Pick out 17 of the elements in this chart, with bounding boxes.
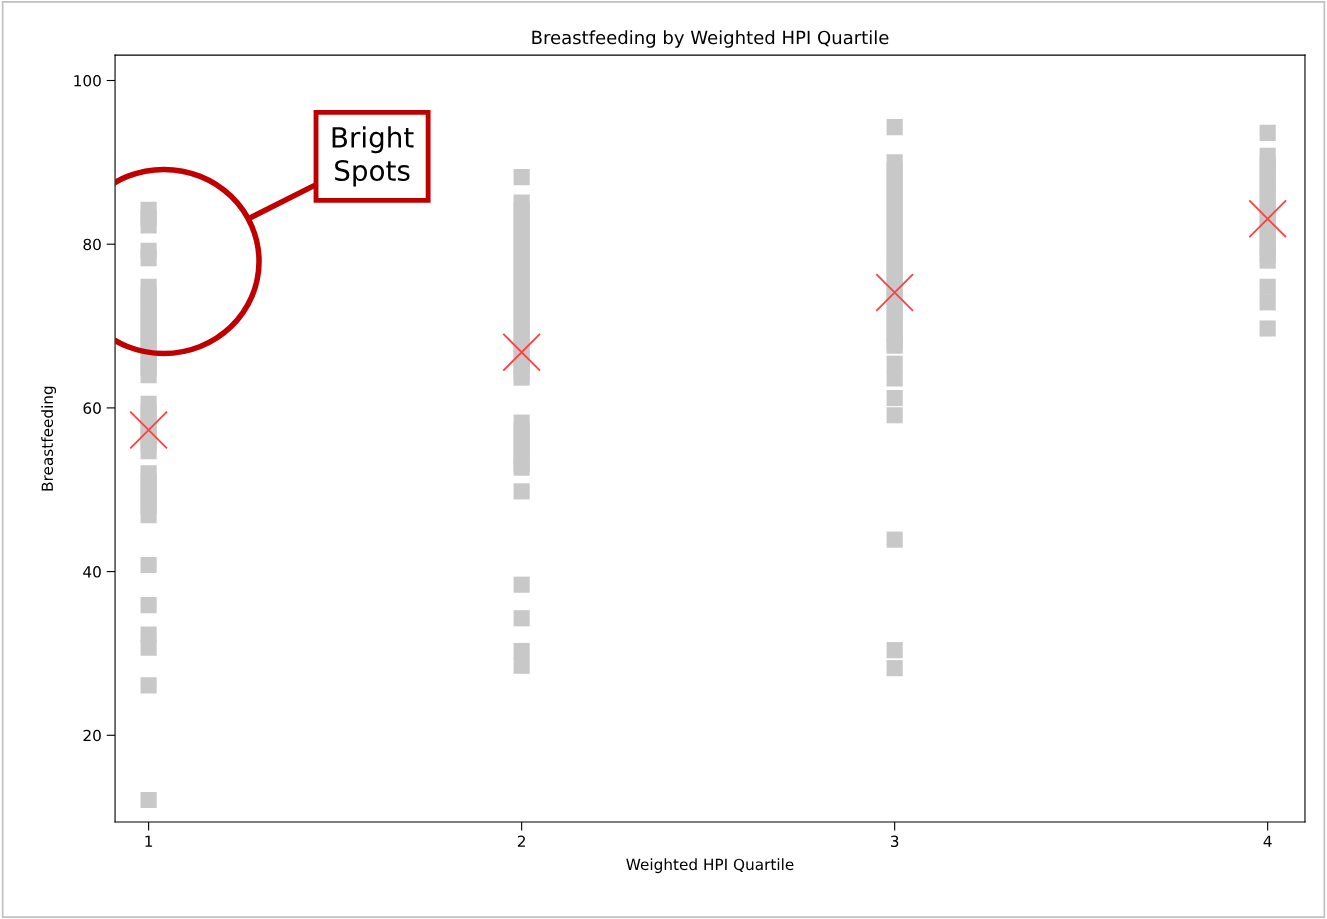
x-tick-label: 4	[1263, 835, 1272, 847]
y-tick-label: 80	[83, 238, 101, 251]
x-tick-label: 3	[890, 835, 899, 848]
point	[875, 273, 914, 312]
chart-title: Breastfeeding by Weighted HPI Quartile	[532, 30, 889, 48]
y-axis-title: Breastfeeding	[41, 386, 57, 491]
y-tick-label: 100	[74, 74, 101, 87]
point	[502, 332, 541, 372]
y-tick-label: 40	[83, 566, 101, 578]
y-tick-label: 60	[83, 402, 101, 414]
annotation: Bright Spots	[332, 126, 414, 187]
x-axis-title: Weighted HPI Quartile	[626, 858, 794, 874]
y-tick-label: 20	[83, 729, 101, 742]
point	[129, 410, 168, 450]
x-tick-label: 2	[517, 835, 525, 847]
point	[1248, 199, 1287, 239]
x-tick-label: 1	[145, 835, 153, 847]
